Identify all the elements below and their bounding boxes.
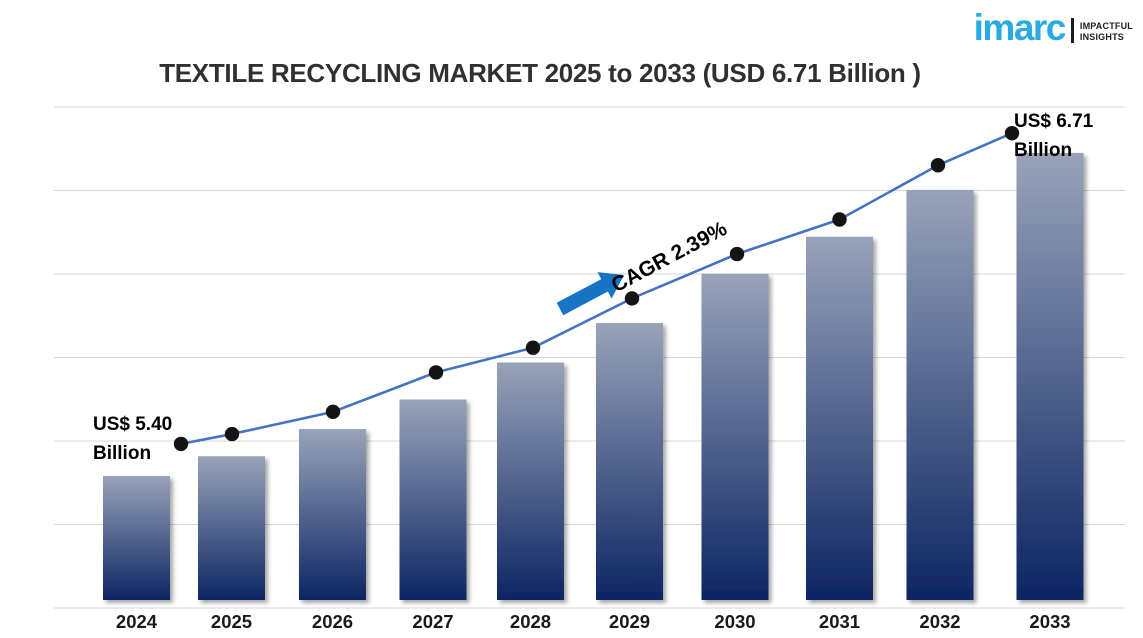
annotation-end-value: US$ 6.71 Billion [1014,111,1094,161]
trend-point-2029 [624,291,640,306]
x-axis-label-2024: 2024 [115,611,158,632]
x-axis-label-2030: 2030 [714,611,756,632]
x-axis-label-2025: 2025 [210,611,253,632]
trend-point-2025 [224,426,240,442]
trend-point-2032 [930,158,946,173]
imarc-logo-tagline-line1: IMPACTFUL [1079,20,1133,31]
bar-2030 [701,273,769,600]
trend-point-2030 [729,246,745,262]
imarc-logo-tagline-line2: INSIGHTS [1079,31,1124,42]
trend-point-2033 [1004,125,1020,141]
trend-point-2028 [525,340,541,355]
x-axis-label-2028: 2028 [509,611,552,632]
x-axis-label-2029: 2029 [608,611,651,632]
x-axis-label-2032: 2032 [919,611,961,632]
imarc-logo-tagline: IMPACTFUL INSIGHTS [1080,21,1133,44]
x-axis-label-2026: 2026 [311,611,354,632]
trend-line [179,131,1014,446]
bar-2026 [299,429,366,600]
trend-point-2026 [325,404,341,420]
x-axis-label-2031: 2031 [818,611,861,632]
bar-2033 [1016,152,1084,601]
trend-line-group [179,131,1014,446]
annotation-start-value: US$ 5.40 Billion [93,414,173,464]
chart-title: TEXTILE RECYCLING MARKET 2025 to 2033 (U… [159,58,921,88]
bar-2031 [806,236,873,601]
trend-point-2027 [428,365,444,380]
x-axis-label-2027: 2027 [412,611,454,632]
bar-2028 [497,362,564,600]
trend-point-2031 [832,212,847,227]
trend-markers-group [173,125,1020,452]
trend-point-2024 [173,436,189,452]
bars-group [103,152,1084,601]
cagr-arrow-group [556,272,624,316]
bar-2025 [198,456,265,600]
bar-2029 [596,323,663,600]
bar-2024 [103,475,170,600]
imarc-logo: imarc IMPACTFUL INSIGHTS [974,9,1133,46]
cagr-arrow-icon [556,272,624,316]
x-axis-label-2033: 2033 [1029,611,1071,632]
bar-2027 [399,399,467,600]
imarc-logo-separator [1070,18,1074,43]
bar-2032 [906,189,974,600]
imarc-logo-wordmark: imarc [973,7,1067,48]
